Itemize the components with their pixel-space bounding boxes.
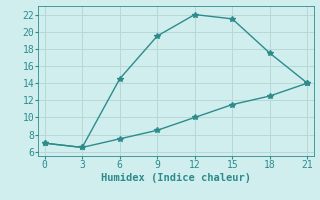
X-axis label: Humidex (Indice chaleur): Humidex (Indice chaleur): [101, 173, 251, 183]
